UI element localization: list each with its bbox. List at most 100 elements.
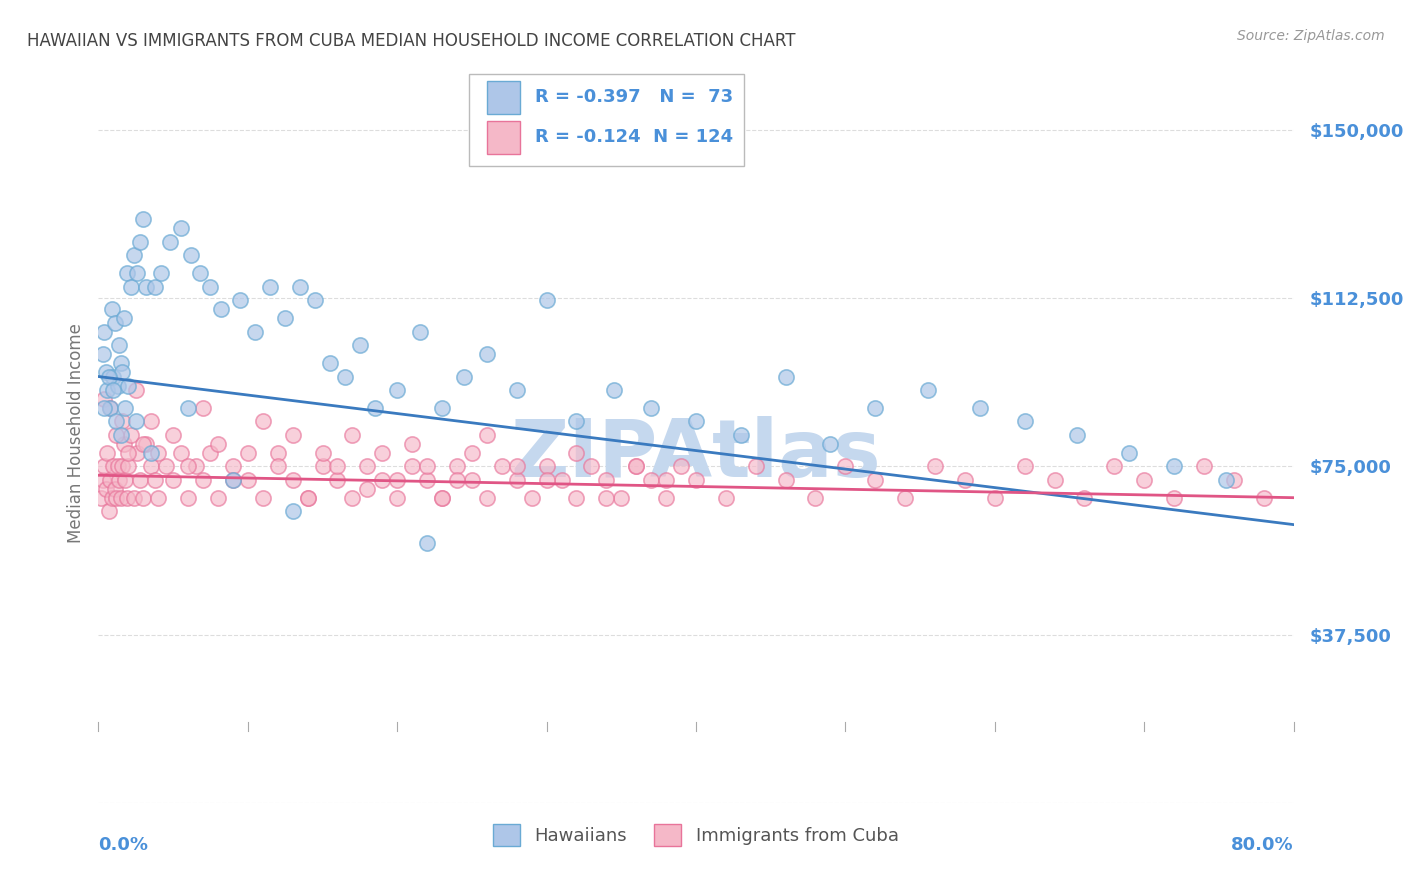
Point <box>1163 491 1185 505</box>
Point <box>626 459 648 474</box>
Point <box>117 446 139 460</box>
Point <box>969 401 991 415</box>
Point <box>685 473 707 487</box>
Point <box>536 473 558 487</box>
Point <box>565 446 588 460</box>
Point <box>159 235 181 249</box>
Point <box>311 446 333 460</box>
Point <box>125 383 148 397</box>
Point <box>894 491 917 505</box>
Point <box>169 221 191 235</box>
Point <box>506 383 529 397</box>
Point <box>1118 446 1140 460</box>
Point <box>191 401 214 415</box>
Point <box>177 491 200 505</box>
Point <box>446 459 468 474</box>
Point <box>207 437 229 451</box>
Y-axis label: Median Household Income: Median Household Income <box>66 323 84 542</box>
Point <box>117 459 139 474</box>
Point <box>105 491 128 505</box>
Point <box>98 401 122 415</box>
Point <box>110 428 132 442</box>
Point <box>97 369 120 384</box>
Point <box>252 414 274 428</box>
FancyBboxPatch shape <box>486 80 520 114</box>
Point <box>96 383 118 397</box>
Point <box>281 504 304 518</box>
Point <box>90 491 112 505</box>
Point <box>188 266 211 280</box>
Point <box>112 311 135 326</box>
Point <box>745 459 768 474</box>
Point <box>304 293 326 308</box>
Point <box>865 401 887 415</box>
Point <box>461 473 484 487</box>
Point <box>640 473 662 487</box>
Point <box>117 378 139 392</box>
Point <box>603 383 626 397</box>
Point <box>1192 459 1215 474</box>
Point <box>267 459 290 474</box>
Point <box>288 280 311 294</box>
Point <box>91 473 114 487</box>
Point <box>132 437 155 451</box>
Point <box>135 280 157 294</box>
Point <box>820 437 842 451</box>
Point <box>416 473 439 487</box>
Point <box>610 491 633 505</box>
Text: 0.0%: 0.0% <box>98 836 149 855</box>
Point <box>209 302 232 317</box>
Point <box>155 459 177 474</box>
Point <box>401 437 423 451</box>
Point <box>581 459 603 474</box>
Point <box>297 491 319 505</box>
Point <box>491 459 513 474</box>
Point <box>475 428 498 442</box>
Point <box>115 491 138 505</box>
Point <box>93 392 115 406</box>
Point <box>111 414 134 428</box>
Point <box>125 414 148 428</box>
Point <box>333 369 356 384</box>
Point <box>1043 473 1066 487</box>
Point <box>129 235 152 249</box>
Point <box>595 473 617 487</box>
Point <box>139 446 162 460</box>
Point <box>148 491 170 505</box>
Point <box>475 491 498 505</box>
Point <box>342 491 364 505</box>
FancyBboxPatch shape <box>486 120 520 154</box>
Point <box>105 428 128 442</box>
Point <box>267 446 290 460</box>
Point <box>162 473 184 487</box>
Point <box>110 491 132 505</box>
Point <box>865 473 887 487</box>
Point <box>103 459 125 474</box>
Point <box>461 446 484 460</box>
Point <box>229 293 252 308</box>
Point <box>143 280 166 294</box>
Point <box>536 459 558 474</box>
Point <box>97 504 120 518</box>
Point <box>408 325 430 339</box>
Text: R = -0.397   N =  73: R = -0.397 N = 73 <box>534 88 733 106</box>
Point <box>177 459 200 474</box>
Text: 80.0%: 80.0% <box>1230 836 1294 855</box>
Point <box>135 437 157 451</box>
FancyBboxPatch shape <box>470 73 744 166</box>
Point <box>311 459 333 474</box>
Point <box>342 428 364 442</box>
Point <box>104 316 127 330</box>
Point <box>245 325 267 339</box>
Point <box>111 365 134 379</box>
Point <box>453 369 475 384</box>
Point <box>1133 473 1156 487</box>
Point <box>1215 473 1237 487</box>
Point <box>114 401 136 415</box>
Point <box>349 338 371 352</box>
Point <box>281 473 304 487</box>
Point <box>236 473 259 487</box>
Point <box>714 491 737 505</box>
Point <box>115 266 138 280</box>
Point <box>98 473 122 487</box>
